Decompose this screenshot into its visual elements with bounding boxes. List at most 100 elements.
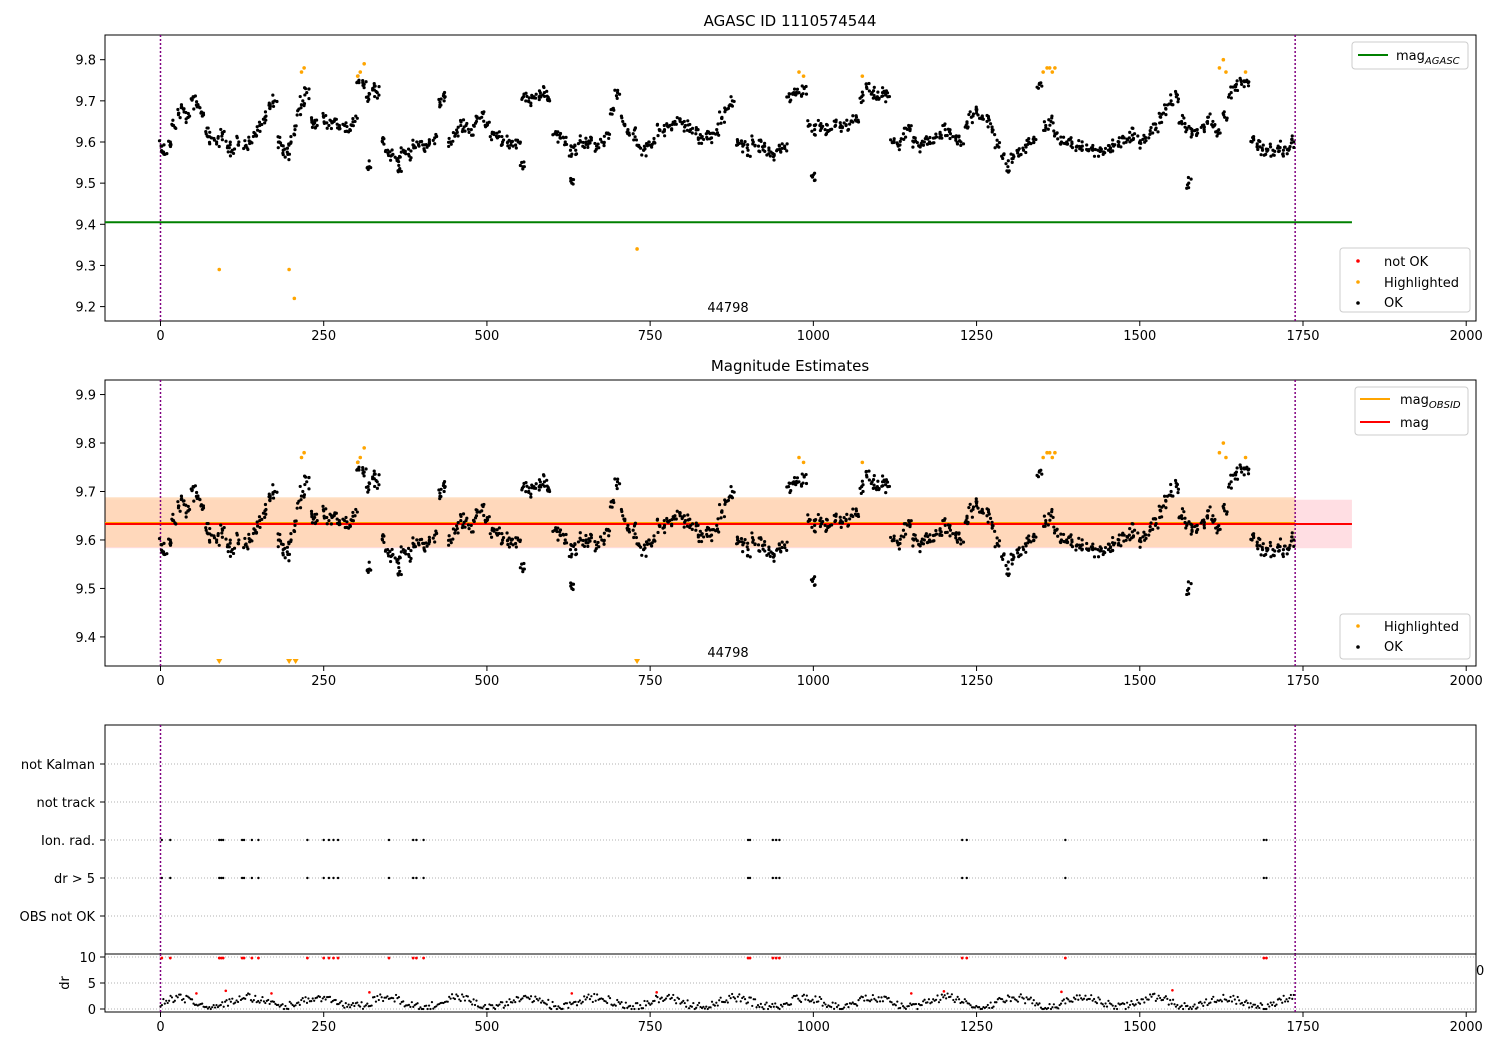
dr-point xyxy=(1131,1002,1134,1006)
data-point-ok xyxy=(1048,518,1052,522)
data-point-ok xyxy=(1289,539,1293,543)
data-point-ok xyxy=(1103,545,1108,550)
data-point-highlighted xyxy=(217,267,222,272)
data-point-ok xyxy=(1292,538,1296,542)
dr-point xyxy=(1025,996,1028,999)
data-point-ok xyxy=(1154,126,1158,130)
data-point-ok xyxy=(756,144,761,148)
dr-point xyxy=(594,999,597,1002)
dr-point xyxy=(1180,1004,1183,1007)
dr-point xyxy=(249,999,253,1002)
data-point-ok xyxy=(699,141,704,145)
dr-point xyxy=(407,1003,411,1006)
dr-point xyxy=(257,999,260,1003)
data-point-ok xyxy=(439,487,443,491)
data-point-ok xyxy=(302,104,306,108)
data-point-ok xyxy=(507,138,511,142)
data-point-ok xyxy=(373,484,377,489)
data-point-ok xyxy=(563,140,567,144)
dr-point xyxy=(956,995,959,998)
flag-dot xyxy=(1064,838,1067,842)
dr-point xyxy=(486,1007,490,1011)
data-point-ok xyxy=(299,106,303,110)
data-point-ok xyxy=(261,117,266,121)
data-point-ok xyxy=(250,141,254,145)
data-point-ok xyxy=(860,90,864,94)
data-point-ok xyxy=(801,92,805,96)
dr-point xyxy=(222,1005,225,1008)
data-point-ok xyxy=(851,114,855,118)
data-point-ok xyxy=(427,140,431,145)
dr-point xyxy=(1039,1006,1043,1009)
data-point-ok xyxy=(482,502,486,507)
data-point-ok xyxy=(587,537,591,541)
dr-point xyxy=(1123,1002,1126,1006)
dr-point xyxy=(726,1001,729,1004)
dr-point xyxy=(307,997,310,1000)
data-point-ok xyxy=(201,113,206,117)
data-point-ok xyxy=(215,540,219,544)
data-point-ok xyxy=(1016,151,1020,155)
dr-point xyxy=(324,998,327,1001)
dr-point xyxy=(587,993,590,996)
data-point-ok xyxy=(341,517,345,521)
dr-point xyxy=(356,1001,359,1004)
data-point-ok xyxy=(745,554,750,558)
dr-flag-point xyxy=(368,991,371,994)
dr-point xyxy=(1062,998,1066,1001)
dr-point xyxy=(1006,994,1010,997)
data-point-ok xyxy=(530,93,534,97)
data-point-ok xyxy=(192,485,196,489)
data-point-ok xyxy=(1090,148,1095,152)
dr-point xyxy=(1232,994,1235,997)
dr-point xyxy=(402,1000,405,1003)
dr-point xyxy=(571,1002,574,1005)
flag-dot xyxy=(1262,876,1266,880)
data-point-ok xyxy=(395,558,399,562)
data-point-highlighted xyxy=(355,460,360,465)
data-point-ok xyxy=(505,539,510,543)
data-point-ok xyxy=(1259,553,1263,557)
data-point-ok xyxy=(556,538,560,542)
dr-point xyxy=(416,1002,419,1005)
data-point-ok xyxy=(263,502,268,507)
data-point-ok xyxy=(993,529,997,533)
data-point-ok xyxy=(268,496,272,500)
dr-point xyxy=(159,1005,162,1008)
data-point-ok xyxy=(571,587,575,592)
data-point-ok xyxy=(451,131,456,135)
data-point-ok xyxy=(917,542,921,546)
data-point-ok xyxy=(655,518,659,522)
dr-point xyxy=(992,1005,995,1008)
data-point-ok xyxy=(902,522,906,526)
data-point-ok xyxy=(1229,96,1233,100)
data-point-ok xyxy=(652,136,656,141)
data-point-ok xyxy=(287,552,292,556)
dr-point xyxy=(1019,993,1022,996)
data-point-ok xyxy=(595,543,599,547)
dr-flag-point xyxy=(195,992,198,995)
data-point-ok xyxy=(546,98,550,103)
dr-point xyxy=(328,995,332,998)
dr-flag-point xyxy=(224,989,228,993)
data-point-ok xyxy=(1069,136,1073,140)
dr-point xyxy=(287,1007,290,1011)
dr-point xyxy=(518,1000,521,1003)
data-point-ok xyxy=(926,137,930,141)
data-point-ok xyxy=(1106,542,1111,546)
data-point-ok xyxy=(329,126,334,131)
data-point-ok xyxy=(465,121,469,126)
data-point-ok xyxy=(1252,535,1256,540)
data-point-ok xyxy=(505,134,509,138)
data-point-ok xyxy=(220,535,224,539)
data-point-ok xyxy=(1016,551,1020,555)
dr-point xyxy=(743,997,747,1001)
flag-dot xyxy=(778,876,781,880)
data-point-ok xyxy=(620,509,624,514)
data-point-ok xyxy=(409,556,413,561)
dr-point xyxy=(1164,995,1167,998)
data-point-ok xyxy=(746,143,750,147)
dr-point xyxy=(874,999,877,1002)
data-point-ok xyxy=(920,537,924,541)
dr-point xyxy=(1128,1003,1132,1007)
